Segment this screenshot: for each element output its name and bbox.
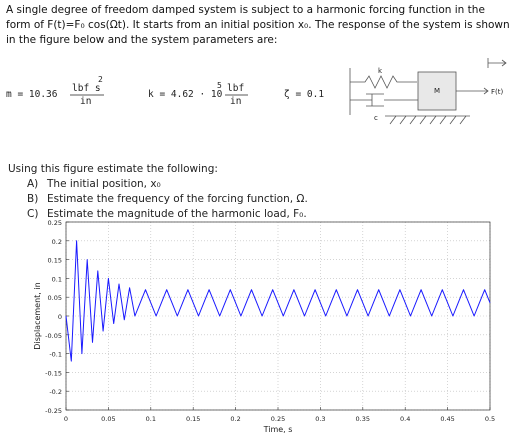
y-tick-label: -0.25 [45, 407, 62, 415]
chart: -0.25 -0.2 -0.15 -0.1 -0.05 0 0.05 0.1 0.15 0.2 0.… [33, 219, 495, 434]
spring [350, 75, 417, 89]
data-line [65, 240, 491, 362]
y-tick-label: 0.15 [48, 257, 62, 265]
y-tick-label: -0.05 [45, 332, 62, 340]
y-tick-label: -0.15 [45, 369, 62, 377]
question-letter: A) [27, 178, 38, 190]
x-arrow [487, 58, 507, 68]
question-letter: B) [27, 193, 38, 205]
question-text: Estimate the frequency of the forcing fu… [47, 193, 308, 205]
problem-text: A single degree of freedom damped system… [6, 3, 510, 48]
x-tick-label: 0.45 [440, 415, 454, 423]
y-tick-label: 0 [58, 313, 62, 321]
force-label: F(t) [491, 88, 504, 96]
question-text: The initial position, x₀ [46, 178, 161, 190]
spring-label: k [378, 67, 383, 75]
y-tick-label: 0.2 [52, 238, 62, 246]
x-tick-label: 0.4 [400, 415, 410, 423]
question-text: Estimate the magnitude of the harmonic l… [47, 208, 307, 220]
hatch [389, 115, 467, 125]
damper-label: c [374, 114, 378, 122]
y-tick-label: -0.1 [49, 351, 62, 359]
mass [417, 71, 457, 111]
x-tick-label: 0.25 [271, 415, 285, 423]
x-tick-label: 0 [64, 415, 68, 423]
x-tick-label: 0.05 [101, 415, 115, 423]
questions-intro: Using this figure estimate the following… [8, 163, 218, 175]
param-m-den: in [80, 96, 91, 107]
text-line: form of F(t)=F₀ cos(Ωt). It starts from … [6, 19, 510, 31]
y-tick-label: 0.1 [52, 275, 62, 283]
x-tick-label: 0.3 [315, 415, 325, 423]
x-tick-label: 0.15 [186, 415, 200, 423]
param-m-exp: 2 [98, 75, 103, 84]
text-line: in the figure below and the system param… [6, 34, 278, 46]
param-m: m = 10.36 [6, 89, 58, 100]
x-tick-label: 0.5 [485, 415, 495, 423]
y-tick-label: -0.2 [49, 388, 62, 396]
x-axis-label: Time, s [263, 425, 293, 434]
param-k-unit: lbf [227, 83, 244, 94]
text-line: A single degree of freedom damped system… [6, 4, 485, 16]
param-zeta: ζ = 0.1 [284, 89, 324, 100]
x-tick-label: 0.1 [146, 415, 156, 423]
system-diagram [349, 58, 507, 125]
x-tick-label: 0.2 [230, 415, 240, 423]
force-arrow [456, 87, 489, 95]
param-k-den: in [230, 96, 241, 107]
mass-label: M [434, 87, 440, 95]
question-letter: C) [27, 208, 38, 220]
y-tick-label: 0.05 [48, 294, 62, 302]
y-axis-label: Displacement, in [33, 282, 42, 349]
param-k: k = 4.62 · 10 [148, 89, 223, 100]
x-tick-label: 0.35 [356, 415, 370, 423]
param-m-unit: lbf s [72, 83, 101, 94]
damper [350, 93, 418, 107]
y-tick-label: 0.25 [48, 219, 62, 227]
param-k-exp: 5 [217, 81, 222, 90]
